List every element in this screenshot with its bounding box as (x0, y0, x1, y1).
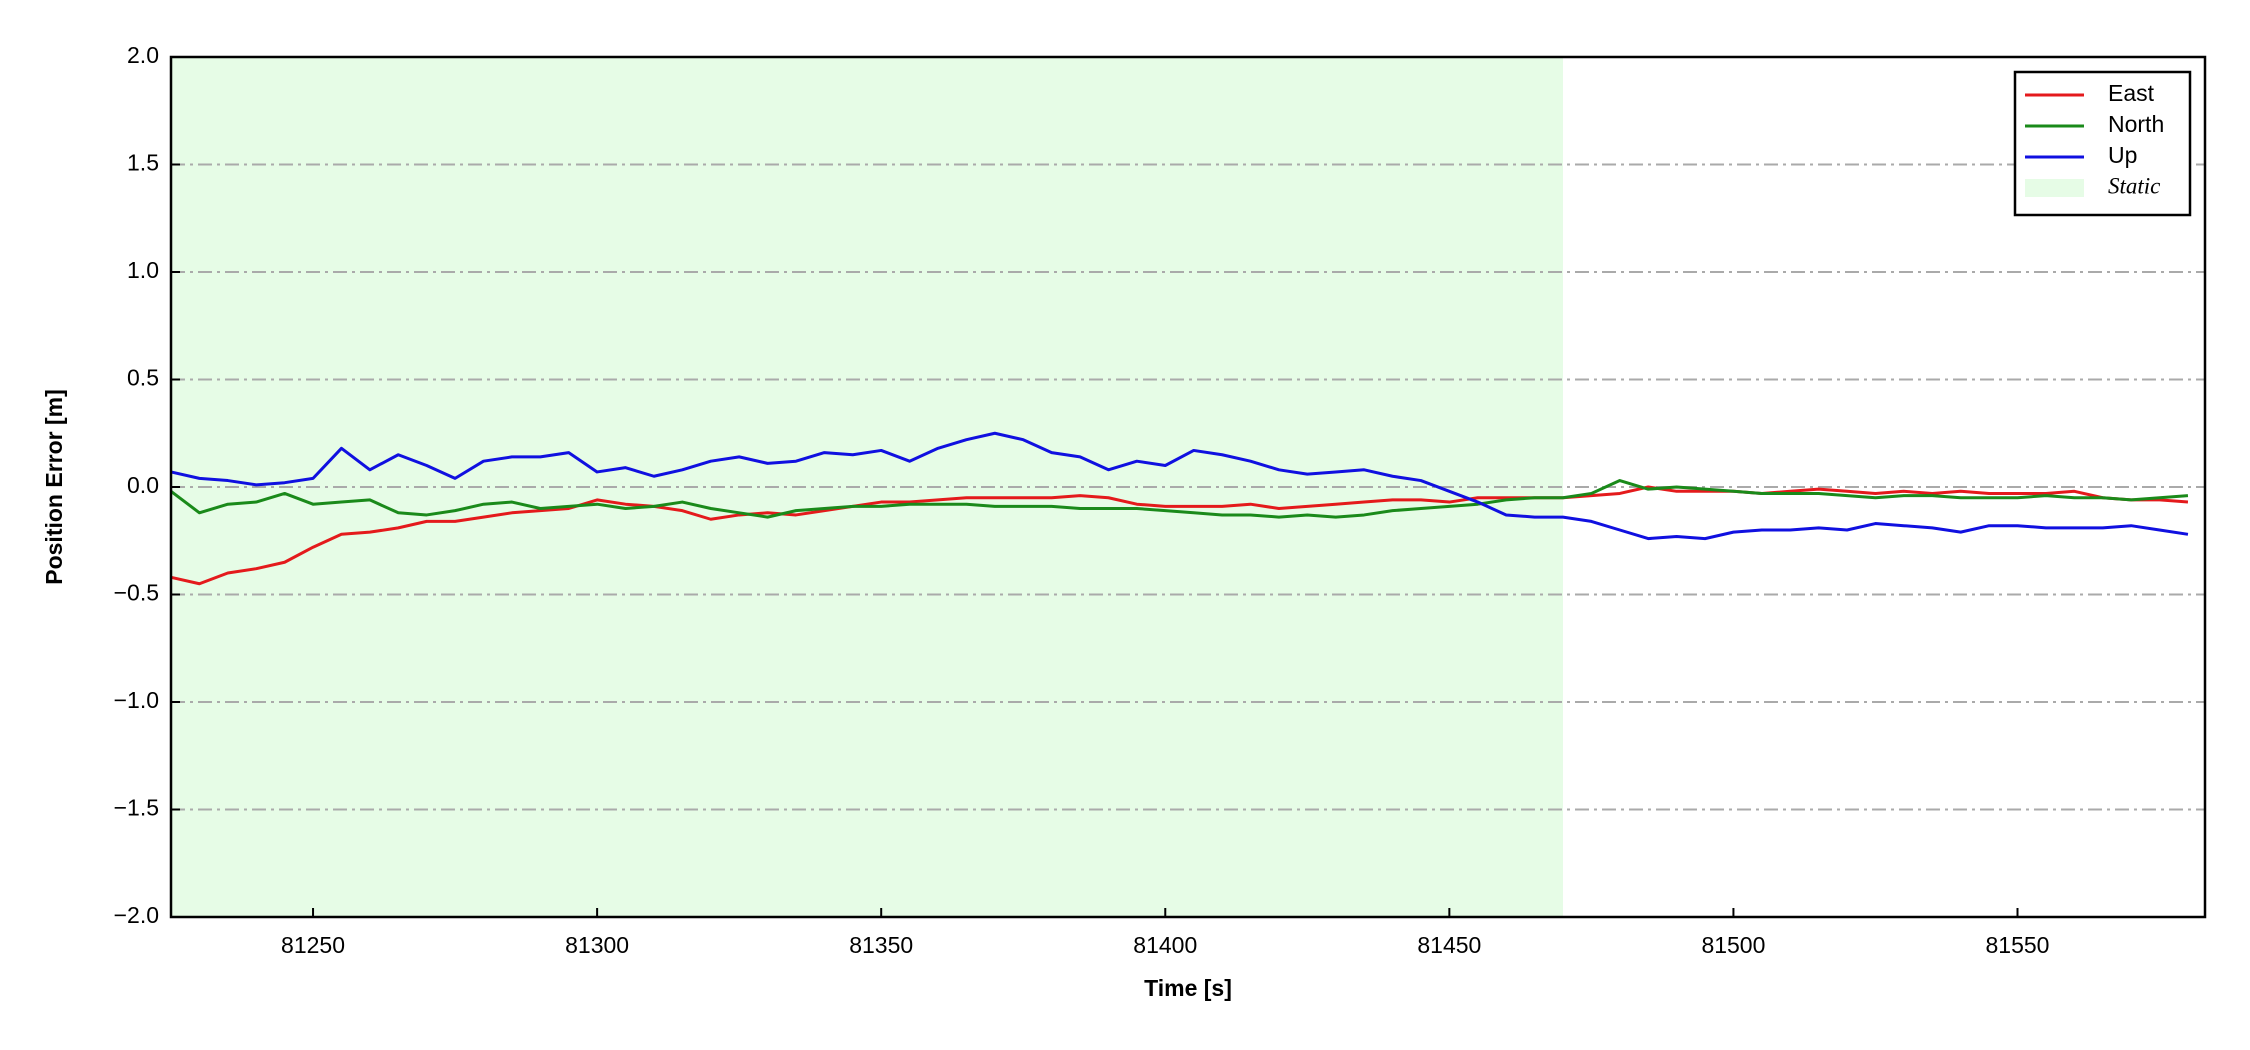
legend-swatch (2025, 179, 2084, 197)
y-tick-label: 0.5 (127, 365, 159, 391)
y-tick-label: −1.5 (114, 795, 159, 821)
x-tick-label: 81250 (281, 932, 345, 958)
x-axis-label: Time [s] (1144, 975, 1232, 1001)
legend-label: North (2108, 111, 2164, 137)
x-tick-label: 81350 (849, 932, 913, 958)
x-tick-label: 81300 (565, 932, 629, 958)
legend-label: East (2108, 80, 2155, 106)
y-tick-label: −0.5 (114, 580, 159, 606)
y-tick-label: 0.0 (127, 472, 159, 498)
y-tick-label: 2.0 (127, 42, 159, 68)
y-axis-label: Position Error [m] (41, 389, 67, 585)
x-tick-label: 81450 (1417, 932, 1481, 958)
x-tick-label: 81500 (1701, 932, 1765, 958)
y-tick-label: −2.0 (114, 902, 159, 928)
y-tick-label: 1.0 (127, 257, 159, 283)
y-tick-label: −1.0 (114, 687, 159, 713)
x-tick-label: 81400 (1133, 932, 1197, 958)
plot-frame (169, 55, 2207, 919)
series-line (170, 485, 2189, 586)
y-tick-label: 1.5 (127, 150, 159, 176)
legend: East North Up Static (2013, 70, 2192, 217)
legend-label: Up (2108, 142, 2137, 168)
series-line (170, 479, 2189, 519)
series-line (170, 431, 2189, 541)
x-tick-label: 81550 (1986, 932, 2050, 958)
legend-label: Static (2108, 173, 2160, 198)
